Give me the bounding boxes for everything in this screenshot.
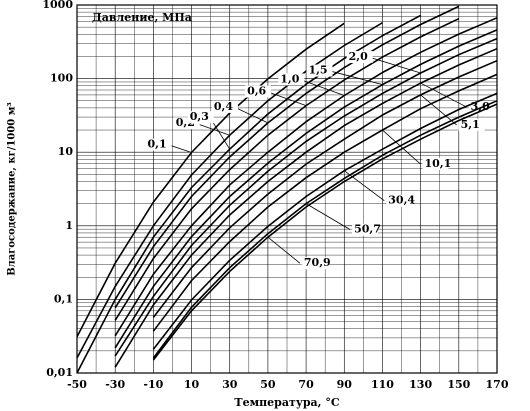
leader-line <box>233 106 269 124</box>
label-bg <box>187 111 214 124</box>
x-tick-label: -10 <box>143 378 163 391</box>
series-label: 30,4 <box>388 194 415 207</box>
curve <box>114 37 498 357</box>
x-tick-label: 150 <box>447 378 470 391</box>
x-axis-label: Температура, °С <box>234 396 339 409</box>
series-label: 0,6 <box>247 85 266 98</box>
series-label: 0,3 <box>190 110 209 123</box>
leader-line <box>300 79 345 96</box>
series-label: 70,9 <box>304 256 331 269</box>
label-bg <box>173 117 200 130</box>
y-tick-label: 10 <box>58 145 74 158</box>
curve <box>152 103 498 361</box>
label-bg <box>422 158 449 171</box>
x-tick-label: 170 <box>486 378 509 391</box>
leader-line <box>420 82 467 108</box>
plot-frame <box>76 4 498 374</box>
label-bg <box>211 100 238 113</box>
curve <box>114 17 498 337</box>
label-bg <box>458 118 485 131</box>
label-bg <box>301 257 328 270</box>
curve <box>114 17 460 321</box>
series-label: 50,7 <box>354 223 381 236</box>
label-bg <box>245 85 272 98</box>
curve <box>152 100 498 359</box>
curve <box>76 14 421 374</box>
x-tick-label: 90 <box>337 378 353 391</box>
x-tick-label: 30 <box>222 378 238 391</box>
leader-line <box>305 203 351 230</box>
legend-title: Давление, МПа <box>92 11 192 24</box>
x-tick-label: 110 <box>371 378 394 391</box>
leader-line <box>195 122 230 136</box>
leader-line <box>266 91 307 106</box>
label-bg <box>346 51 373 64</box>
leader-line <box>344 170 385 202</box>
series-label: 1,5 <box>308 64 327 77</box>
curve <box>114 47 498 368</box>
series-label: 0,1 <box>148 138 167 151</box>
curve <box>152 59 498 318</box>
y-tick-label: 0,01 <box>46 366 73 379</box>
leader-line <box>267 236 301 264</box>
y-tick-label: 1 <box>65 219 73 232</box>
leader-line <box>420 94 457 126</box>
x-tick-label: -50 <box>67 378 87 391</box>
label-bg <box>386 194 413 207</box>
y-tick-label: 0,1 <box>54 292 73 305</box>
series-label: 2,0 <box>349 50 368 63</box>
x-tick-label: 70 <box>298 378 314 391</box>
curve <box>114 29 498 349</box>
label-bg <box>306 64 333 77</box>
x-tick-label: 50 <box>260 378 276 391</box>
series-label: 10,1 <box>424 157 451 170</box>
series-label: 1,0 <box>280 72 299 85</box>
curve <box>152 73 498 332</box>
y-axis-label: Влагосодержание, кг/1000 м³ <box>7 102 18 276</box>
label-bg <box>352 223 379 236</box>
label-bg <box>278 73 305 86</box>
y-tick-label: 1000 <box>42 0 73 11</box>
label-bg <box>145 138 172 151</box>
series-label: 5,1 <box>461 118 480 131</box>
x-tick-label: 10 <box>184 378 200 391</box>
curve <box>114 5 460 309</box>
y-tick-label: 100 <box>50 72 73 85</box>
curve <box>76 22 345 338</box>
x-tick-label: -30 <box>105 378 125 391</box>
leader-line <box>368 56 421 74</box>
curve <box>152 92 498 350</box>
legend-box <box>88 9 192 27</box>
x-tick-label: 130 <box>409 378 432 391</box>
series-label: 0,4 <box>214 100 233 113</box>
leader-line <box>382 129 421 165</box>
leader-line <box>328 70 383 85</box>
